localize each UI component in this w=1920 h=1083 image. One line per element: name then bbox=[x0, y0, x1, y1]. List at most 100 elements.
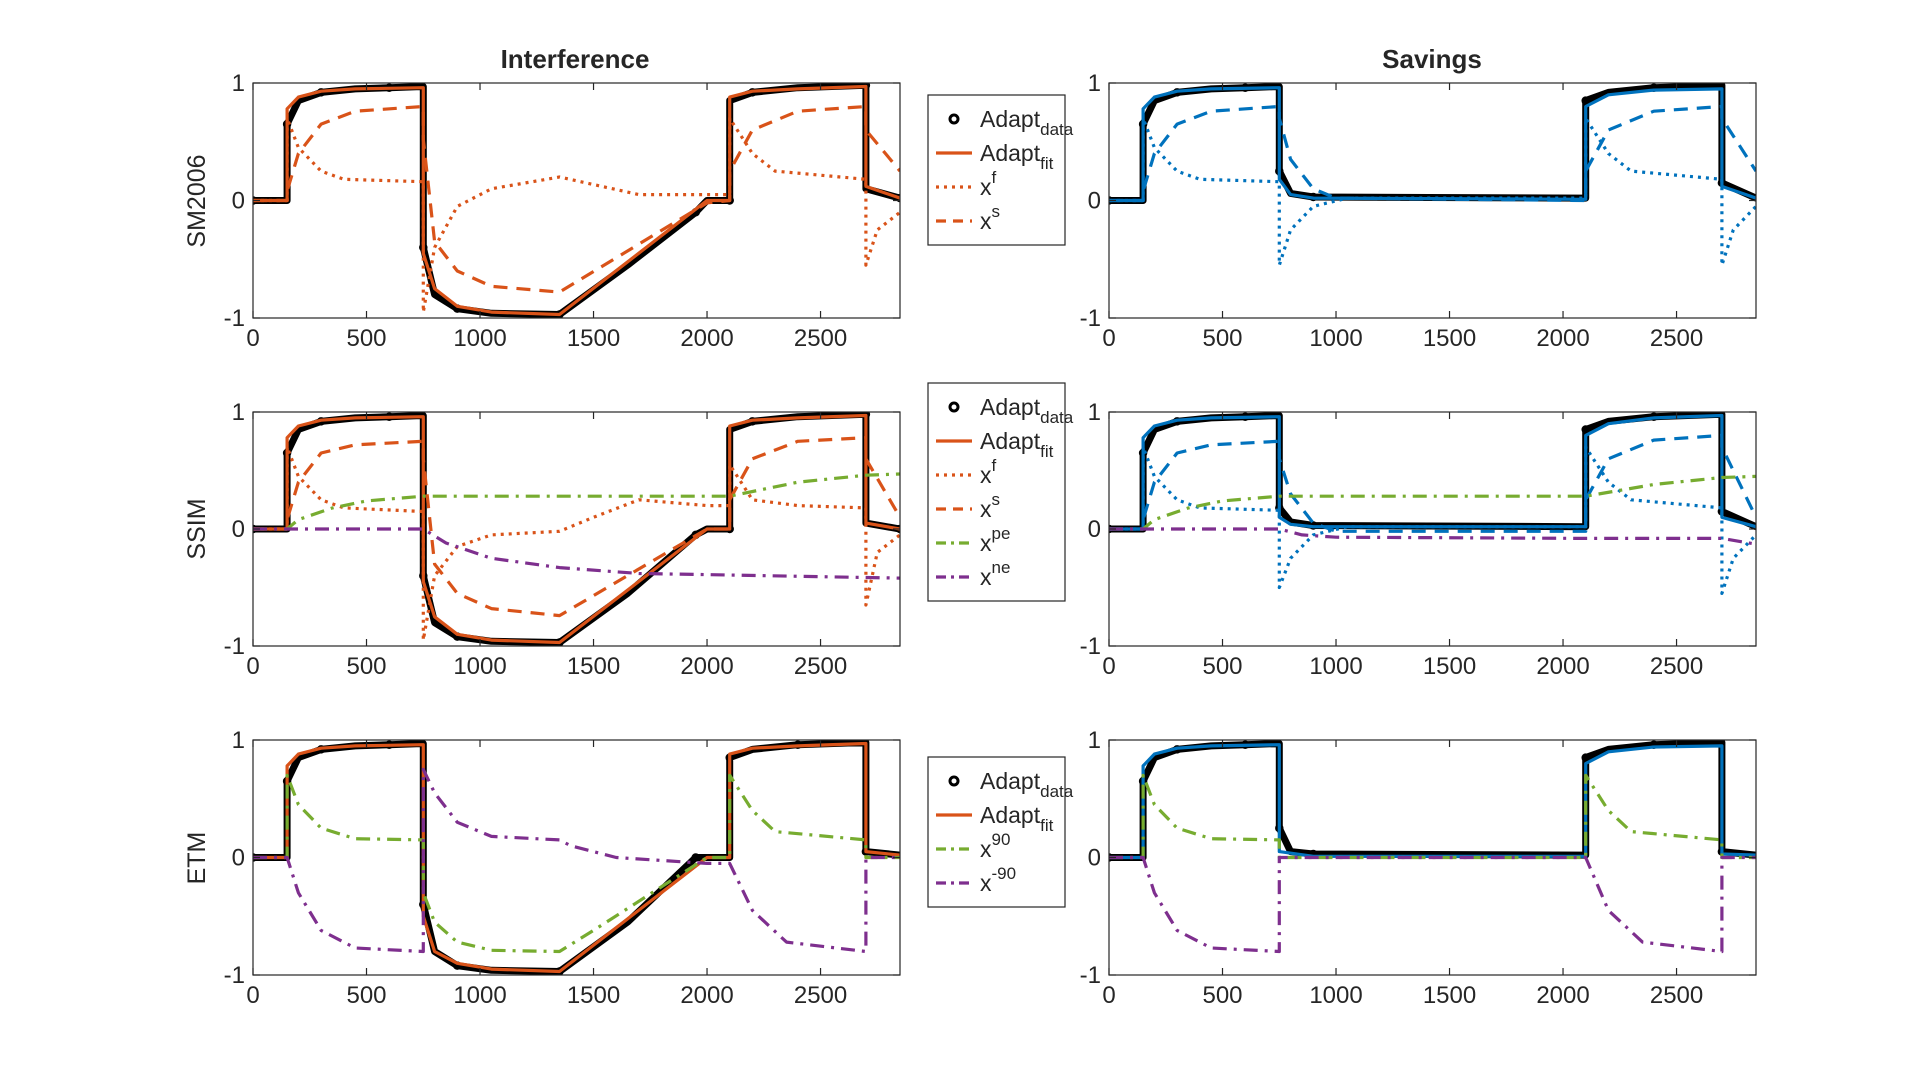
series-line-x-s bbox=[1109, 104, 1756, 203]
panel-sm2006-interference: 0 500 1000 1500 2000 2500-101 bbox=[224, 70, 901, 352]
series-line-adapt-fit bbox=[253, 741, 900, 974]
x-tick-label: 1000 bbox=[453, 325, 506, 352]
column-title-savings: Savings bbox=[1382, 44, 1482, 74]
data-point bbox=[1581, 425, 1590, 434]
x-tick-label: 1500 bbox=[567, 325, 620, 352]
x-tick-label: 1000 bbox=[1309, 325, 1362, 352]
y-tick-label: 1 bbox=[232, 70, 245, 97]
y-tick-label: 0 bbox=[232, 188, 245, 215]
series-line-x-ne bbox=[253, 527, 900, 580]
legend-superscript: f bbox=[992, 168, 997, 187]
x-tick-label: 2000 bbox=[680, 982, 733, 1009]
legend-swatch bbox=[948, 113, 960, 125]
series-line-x-s bbox=[253, 104, 900, 294]
x-tick-label: 2500 bbox=[794, 325, 847, 352]
row-label-etm: ETM bbox=[183, 832, 211, 885]
y-tick-label: 0 bbox=[1088, 845, 1101, 872]
y-tick-label: -1 bbox=[224, 305, 245, 332]
series-line-x-s bbox=[253, 436, 900, 618]
x-tick-label: 2500 bbox=[794, 653, 847, 680]
data-point bbox=[1581, 96, 1590, 105]
column-title-interference: Interference bbox=[501, 44, 650, 74]
y-tick-label: 1 bbox=[1088, 70, 1101, 97]
y-tick-label: 1 bbox=[232, 727, 245, 754]
y-tick-label: 0 bbox=[232, 516, 245, 543]
legend-superscript: f bbox=[992, 456, 997, 475]
x-tick-label: 500 bbox=[1202, 653, 1242, 680]
series-line-adapt-fit bbox=[1109, 743, 1756, 860]
legend-subscript: data bbox=[1040, 120, 1074, 139]
data-band bbox=[1109, 740, 1756, 861]
legend-superscript: pe bbox=[992, 524, 1011, 543]
x-tick-label: 0 bbox=[246, 653, 259, 680]
y-tick-label: -1 bbox=[1080, 962, 1101, 989]
legend-superscript: s bbox=[992, 202, 1001, 221]
legend-superscript: -90 bbox=[992, 864, 1017, 883]
row-label-sm2006: SM2006 bbox=[183, 154, 211, 247]
x-tick-label: 1000 bbox=[453, 653, 506, 680]
x-tick-label: 1500 bbox=[567, 653, 620, 680]
series-line-x-90 bbox=[253, 773, 900, 954]
series-line-x-90 bbox=[1109, 855, 1756, 954]
x-tick-label: 2000 bbox=[680, 325, 733, 352]
legend-superscript: ne bbox=[992, 558, 1011, 577]
y-tick-label: 0 bbox=[1088, 188, 1101, 215]
x-tick-label: 500 bbox=[1202, 325, 1242, 352]
y-tick-label: 0 bbox=[232, 845, 245, 872]
legend-swatch bbox=[948, 775, 960, 787]
legend-subscript: fit bbox=[1040, 816, 1054, 835]
y-tick-label: 1 bbox=[1088, 399, 1101, 426]
x-tick-label: 2000 bbox=[1536, 982, 1589, 1009]
x-tick-label: 1000 bbox=[1309, 982, 1362, 1009]
legend-subscript: fit bbox=[1040, 442, 1054, 461]
x-tick-label: 1000 bbox=[1309, 653, 1362, 680]
series-line-x-f bbox=[1109, 445, 1756, 595]
y-tick-label: 0 bbox=[1088, 516, 1101, 543]
series-line-x-f bbox=[1109, 116, 1756, 267]
legend-subscript: fit bbox=[1040, 154, 1054, 173]
y-tick-label: 1 bbox=[232, 399, 245, 426]
panel-ssim-savings: 0 500 1000 1500 2000 2500-101 bbox=[1080, 399, 1757, 680]
series-line-adapt-fit bbox=[253, 413, 900, 645]
x-tick-label: 500 bbox=[1202, 982, 1242, 1009]
x-tick-label: 2000 bbox=[680, 653, 733, 680]
data-point bbox=[691, 853, 700, 862]
series-line-x-f bbox=[253, 445, 900, 642]
panel-etm-savings: 0 500 1000 1500 2000 2500-101 bbox=[1080, 727, 1757, 1009]
panel-sm2006-savings: 0 500 1000 1500 2000 2500-101 bbox=[1080, 70, 1757, 352]
x-tick-label: 1500 bbox=[1423, 653, 1476, 680]
panel-ssim-interference: 0 500 1000 1500 2000 2500-101 bbox=[224, 399, 901, 680]
series-line-adapt-fit bbox=[253, 84, 900, 317]
x-tick-label: 2000 bbox=[1536, 653, 1589, 680]
x-tick-label: 0 bbox=[246, 982, 259, 1009]
x-tick-label: 2500 bbox=[1650, 653, 1703, 680]
legend-superscript: s bbox=[992, 490, 1001, 509]
series-line-x-pe bbox=[1109, 474, 1756, 531]
x-tick-label: 500 bbox=[346, 325, 386, 352]
x-tick-label: 2500 bbox=[794, 982, 847, 1009]
x-tick-label: 1500 bbox=[1423, 982, 1476, 1009]
x-tick-label: 2000 bbox=[1536, 325, 1589, 352]
x-tick-label: 1500 bbox=[567, 982, 620, 1009]
series-line-x-90 bbox=[253, 767, 900, 954]
legend-superscript: 90 bbox=[992, 830, 1011, 849]
series-line-x-pe bbox=[253, 472, 900, 531]
series-line-x-s bbox=[1109, 433, 1756, 533]
x-tick-label: 1000 bbox=[453, 982, 506, 1009]
x-tick-label: 1500 bbox=[1423, 325, 1476, 352]
legend-subscript: data bbox=[1040, 408, 1074, 427]
legend-subscript: data bbox=[1040, 782, 1074, 801]
data-point bbox=[1581, 753, 1590, 762]
y-tick-label: 1 bbox=[1088, 727, 1101, 754]
legend-box bbox=[927, 382, 1066, 602]
y-tick-label: -1 bbox=[224, 633, 245, 660]
data-band bbox=[1109, 83, 1756, 204]
x-tick-label: 500 bbox=[346, 653, 386, 680]
x-tick-label: 2500 bbox=[1650, 982, 1703, 1009]
series-line-x-ne bbox=[1109, 527, 1756, 546]
x-tick-label: 500 bbox=[346, 982, 386, 1009]
